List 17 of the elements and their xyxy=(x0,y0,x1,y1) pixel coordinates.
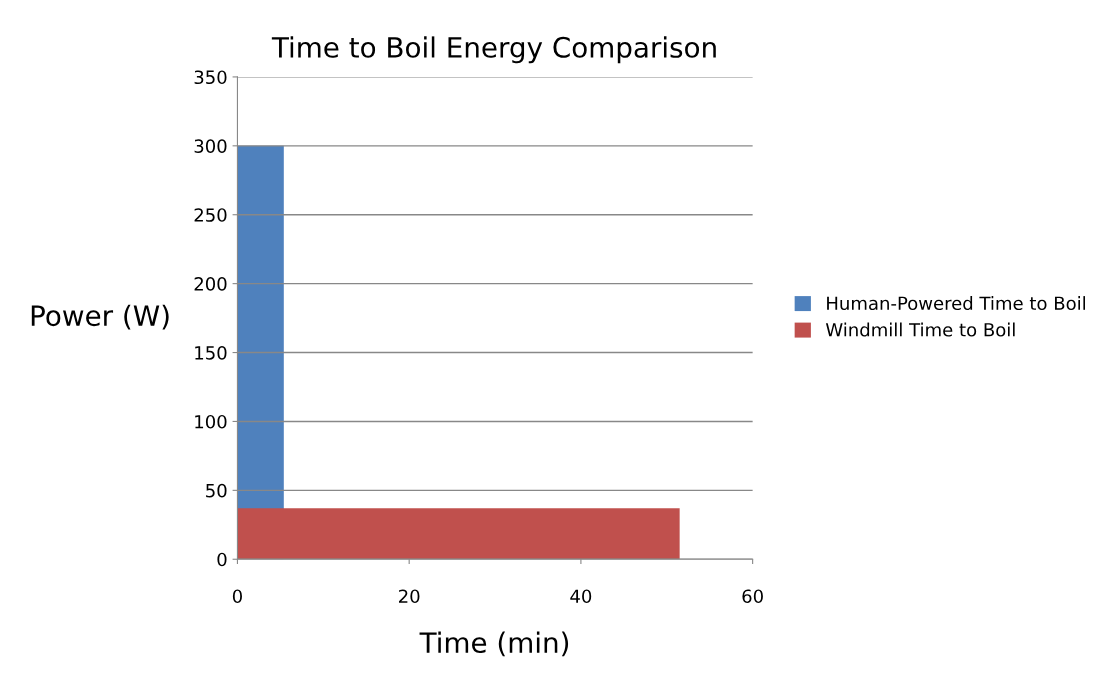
x-axis-title: Time (min) xyxy=(419,631,569,657)
y-tick-label: 350 xyxy=(194,70,227,85)
legend-label: Windmill Time to Boil xyxy=(825,322,1015,337)
y-tick-label: 300 xyxy=(194,139,227,153)
y-tick-label: 200 xyxy=(194,277,227,291)
y-axis-title: Power (W) xyxy=(31,304,169,330)
x-tick-label: 0 xyxy=(232,589,242,604)
y-tick-label: 100 xyxy=(195,414,227,429)
y-tick-label: 250 xyxy=(194,208,227,222)
y-tick-label: 50 xyxy=(206,483,227,498)
x-tick-label: 60 xyxy=(742,589,763,604)
legend-label: Human-Powered Time to Boil xyxy=(827,296,1086,311)
y-tick-label: 150 xyxy=(195,346,227,360)
x-tick-label: 40 xyxy=(570,589,592,604)
x-tick-label: 20 xyxy=(399,589,420,604)
y-tick-label: 0 xyxy=(217,552,227,567)
chart-title: Time to Boil Energy Comparison xyxy=(271,36,716,64)
